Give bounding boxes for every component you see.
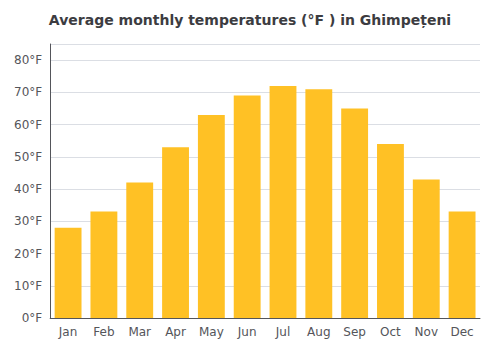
- svg-text:Jan: Jan: [58, 325, 78, 339]
- svg-text:30°F: 30°F: [14, 214, 42, 228]
- svg-text:20°F: 20°F: [14, 247, 42, 261]
- svg-text:10°F: 10°F: [14, 279, 42, 293]
- svg-text:Jun: Jun: [237, 325, 257, 339]
- svg-text:40°F: 40°F: [14, 182, 42, 196]
- svg-text:50°F: 50°F: [14, 150, 42, 164]
- svg-text:60°F: 60°F: [14, 118, 42, 132]
- svg-text:70°F: 70°F: [14, 85, 42, 99]
- svg-text:Oct: Oct: [380, 325, 401, 339]
- svg-text:May: May: [199, 325, 224, 339]
- svg-text:Dec: Dec: [450, 325, 473, 339]
- svg-text:Nov: Nov: [415, 325, 438, 339]
- svg-text:Average monthly temperatures (: Average monthly temperatures (°F ) in Gh…: [49, 12, 451, 29]
- svg-text:Aug: Aug: [307, 325, 330, 339]
- svg-text:0°F: 0°F: [22, 311, 43, 325]
- svg-text:Mar: Mar: [128, 325, 151, 339]
- svg-text:Sep: Sep: [343, 325, 366, 339]
- svg-text:Apr: Apr: [165, 325, 186, 339]
- svg-text:Feb: Feb: [93, 325, 114, 339]
- svg-text:Jul: Jul: [275, 325, 290, 339]
- svg-text:80°F: 80°F: [14, 53, 42, 67]
